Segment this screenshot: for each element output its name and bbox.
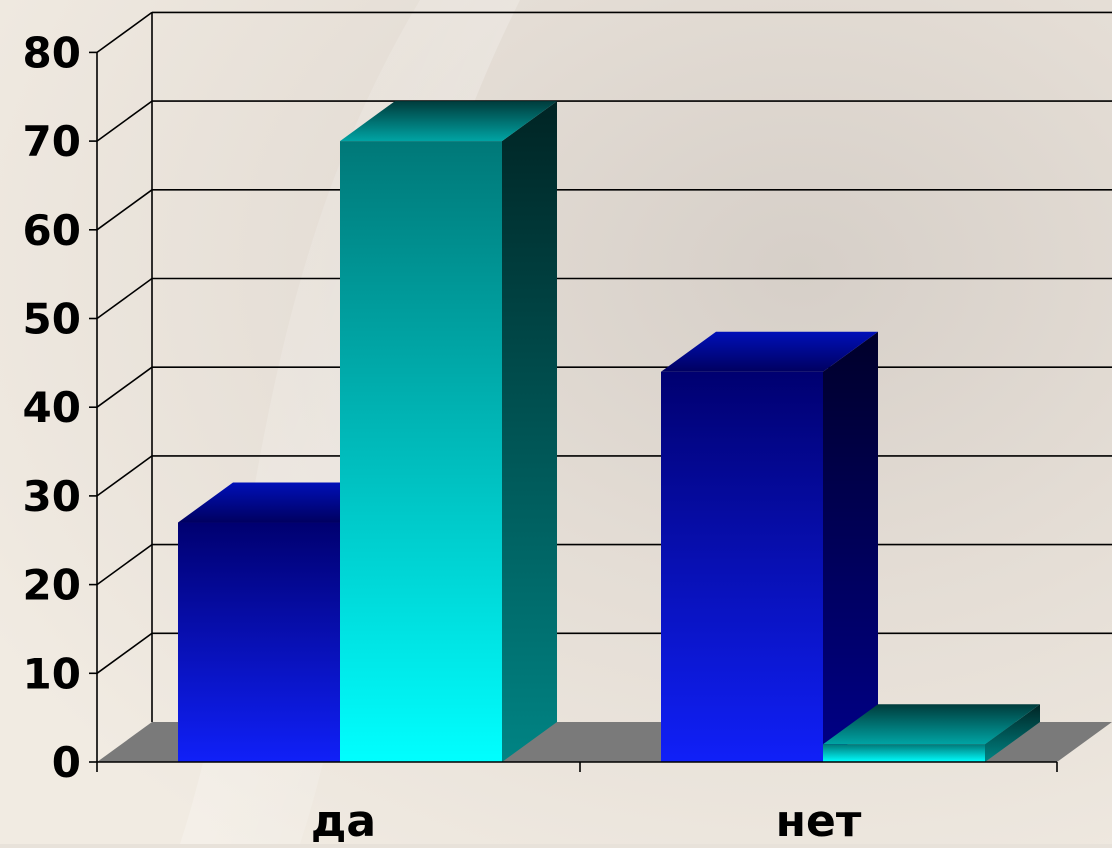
gridline-side <box>96 100 153 142</box>
bar-side <box>985 704 1040 762</box>
gridline-side <box>96 277 153 320</box>
bar-top <box>661 331 878 372</box>
bar <box>340 141 502 763</box>
gridline-side <box>96 11 153 54</box>
y-tick-label: 20 <box>23 561 81 610</box>
x-tick-label: нет <box>776 796 862 844</box>
gridline-side <box>96 455 153 497</box>
x-tick-label: да <box>311 796 376 844</box>
bar <box>661 371 823 762</box>
bar-side <box>502 101 557 763</box>
y-tick-label: 40 <box>23 383 81 432</box>
plot-layer: 0 10 20 30 40 50 60 70 80 да нет <box>23 11 1112 847</box>
bar <box>823 744 985 762</box>
gridline-side <box>96 632 153 674</box>
gridline-side <box>96 189 153 231</box>
y-tick-label: 70 <box>23 117 81 166</box>
bar-top <box>340 101 557 142</box>
y-tick-label: 10 <box>23 649 81 698</box>
bar <box>178 522 340 762</box>
bar-top <box>823 704 1040 745</box>
y-tick-label: 80 <box>23 28 81 77</box>
gridline-side <box>96 366 153 408</box>
bar-side <box>823 331 878 762</box>
y-tick-label: 30 <box>23 472 81 521</box>
y-tick-label: 60 <box>23 206 81 255</box>
y-tick-label: 0 <box>52 738 81 787</box>
gridline-side <box>96 543 153 586</box>
y-tick-label: 50 <box>23 295 81 344</box>
